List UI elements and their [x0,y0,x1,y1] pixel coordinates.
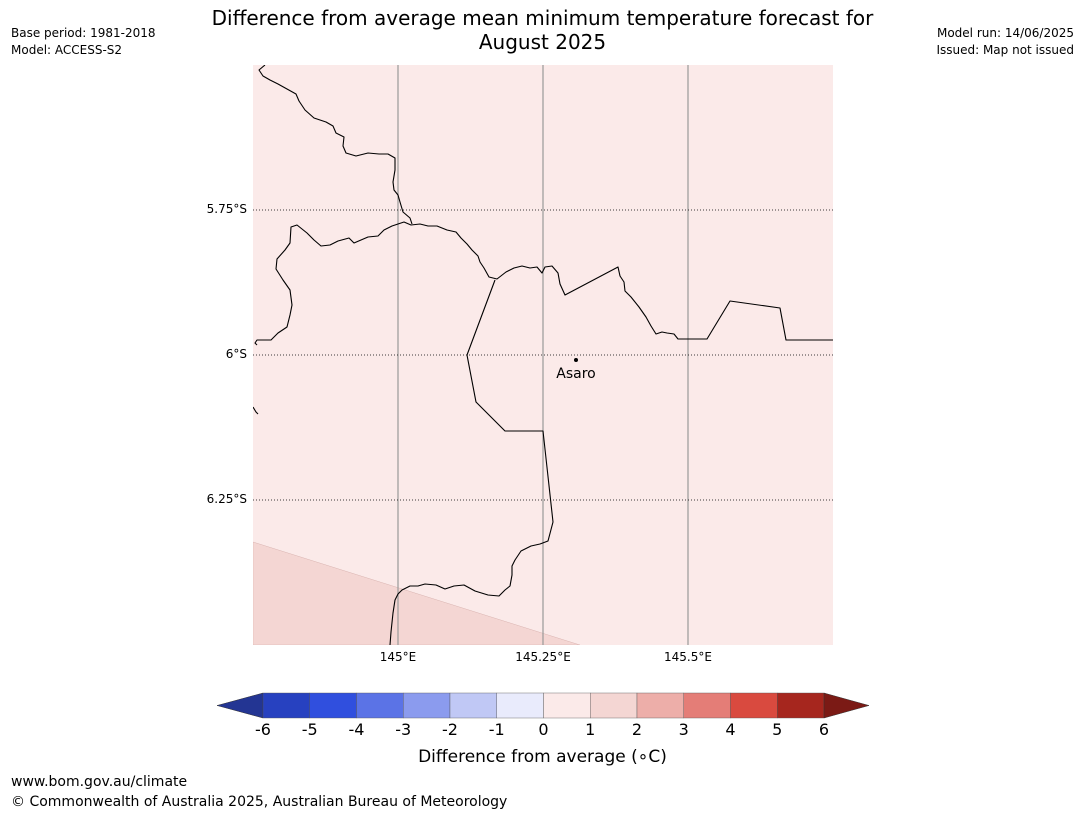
colorbar-tick-label: 2 [632,720,642,739]
colorbar-tick-label: 5 [772,720,782,739]
colorbar-swatch [543,692,591,719]
lat-label-6-25s: 6.25°S [207,492,247,506]
colorbar-swatch [262,692,310,719]
issued-text: Issued: Map not issued [936,43,1074,57]
colorbar-swatch [496,692,544,719]
lon-label-145-5e: 145.5°E [664,650,712,664]
province-border-south [389,279,554,645]
map-title: Difference from average mean minimum tem… [0,6,1085,54]
colorbar-tick-label: -5 [302,720,318,739]
colorbar-tick-label: 1 [585,720,595,739]
colorbar-tick-label: -6 [255,720,271,739]
colorbar-tick-label: -3 [395,720,411,739]
colorbar-tick-label: 3 [679,720,689,739]
colorbar-extend-high [823,692,870,719]
colorbar-swatch [309,692,357,719]
colorbar-tick-label: -1 [489,720,505,739]
lat-label-6s: 6°S [226,347,247,361]
colorbar-tick-label: 0 [538,720,548,739]
title-line-1: Difference from average mean minimum tem… [211,6,874,30]
lon-label-145-25e: 145.25°E [515,650,571,664]
colorbar-label: Difference from average (∘C) [418,747,667,767]
colorbar-swatch [449,692,497,719]
anomaly-band-1-2 [253,541,581,645]
colorbar-tick-label: 6 [819,720,829,739]
colorbar-tick-label: -2 [442,720,458,739]
province-border-west-stub [253,406,259,415]
title-line-2: August 2025 [478,30,607,54]
colorbar-tick-label: -4 [349,720,365,739]
colorbar-swatch [777,692,825,719]
model-text: Model: ACCESS-S2 [11,43,123,57]
model-info: Base period: 1981-2018 Model: ACCESS-S2 [11,25,156,59]
lon-label-145e: 145°E [380,650,417,664]
asaro-town-marker[interactable] [574,358,578,362]
base-period-text: Base period: 1981-2018 [11,26,156,40]
colorbar-swatch [356,692,404,719]
asaro-label: Asaro [556,366,595,382]
colorbar-swatch [636,692,684,719]
lat-label-5-75s: 5.75°S [207,202,247,216]
colorbar-swatch [730,692,778,719]
province-border-mid [254,221,833,346]
colorbar-swatch [590,692,638,719]
colorbar-swatch [683,692,731,719]
footer-url-link[interactable]: www.bom.gov.au/climate [11,774,188,790]
colorbar-swatch [403,692,451,719]
model-run-text: Model run: 14/06/2025 [936,26,1074,40]
copyright-text: © Commonwealth of Australia 2025, Austra… [11,794,508,810]
province-border-north [258,65,413,225]
colorbar-tick-label: 4 [725,720,735,739]
colorbar-extend-low [216,692,264,719]
run-info: Model run: 14/06/2025 Issued: Map not is… [936,25,1074,59]
